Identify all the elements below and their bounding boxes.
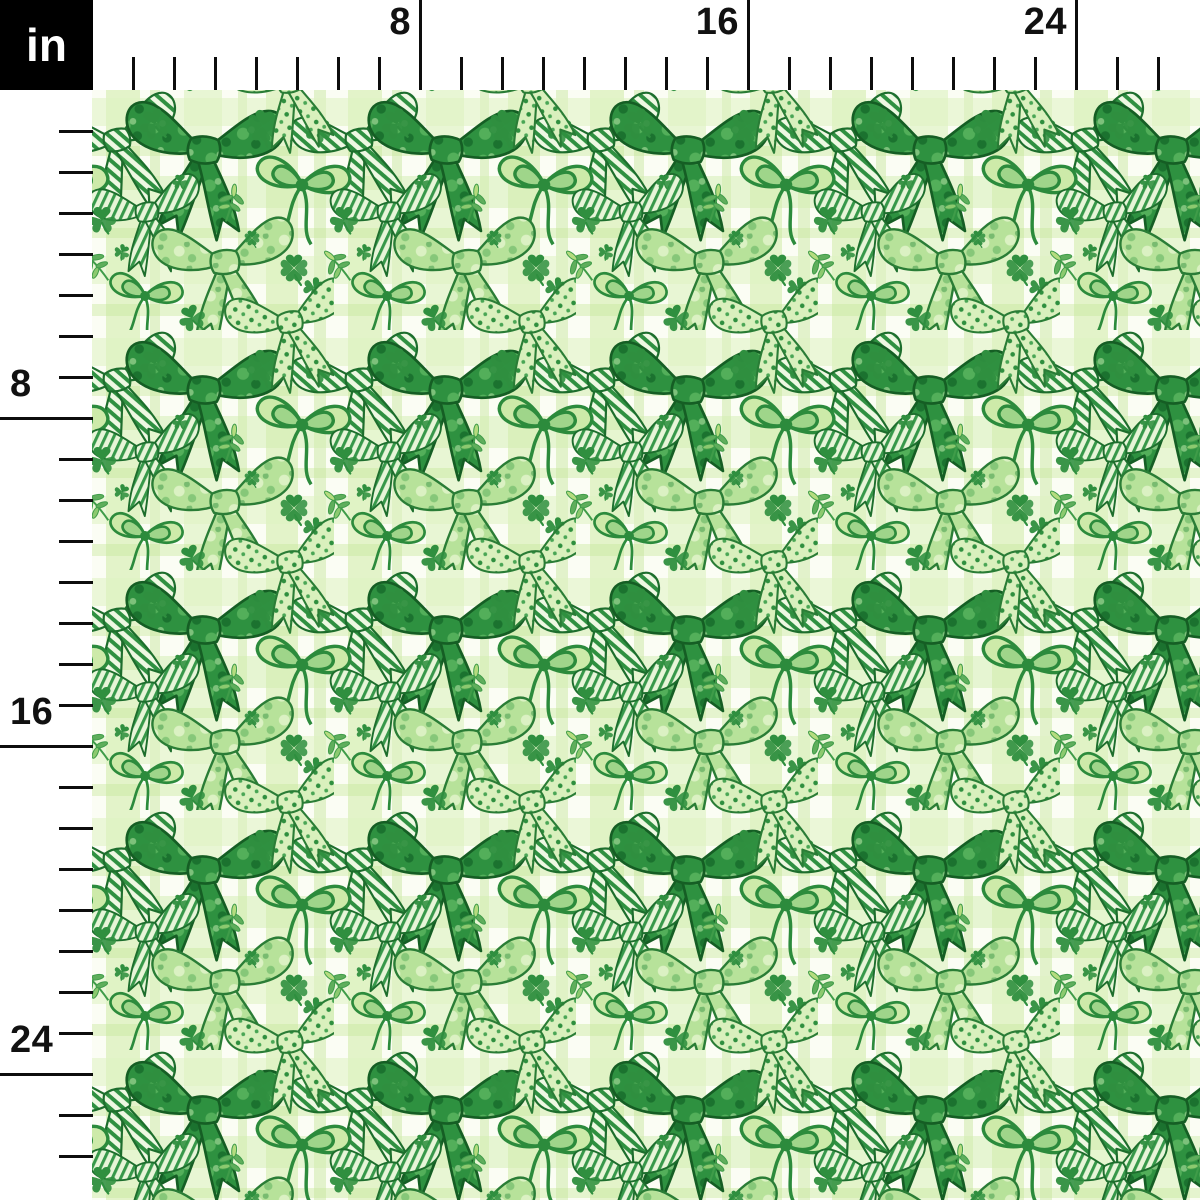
ruler-top-tick [910,57,914,90]
ruler-left: 8 16 24 [0,0,93,1200]
ruler-left-label: 8 [10,363,32,405]
fabric-pattern-fill [92,90,1200,1200]
ruler-left-tick [59,990,93,994]
ruler-top-tick [1033,57,1037,90]
ruler-top-tick [951,57,955,90]
ruler-top-tick [582,57,586,90]
ruler-left-tick [59,129,93,133]
ruler-left-tick [59,580,93,584]
ruler-top-tick [295,57,299,90]
ruler-left-tick [59,1113,93,1117]
ruler-top-tick [336,57,340,90]
ruler-top-tick [131,57,135,90]
ruler-top-major-tick [418,0,422,90]
ruler-left-tick [59,211,93,215]
ruler-left-major-tick [0,1072,93,1076]
ruler-top-tick [828,57,832,90]
ruler-left-tick [59,457,93,461]
ruler-top-tick [1156,57,1160,90]
ruler-left-tick [59,1154,93,1158]
ruler-top-tick [705,57,709,90]
ruler-top-tick [213,57,217,90]
ruler-top-tick [377,57,381,90]
ruler-left-tick [59,375,93,379]
ruler-left-tick [59,826,93,830]
ruler-left-tick [59,498,93,502]
ruler-left-tick [59,908,93,912]
ruler-left-tick [59,662,93,666]
ruler-left-tick [59,785,93,789]
ruler-left-major-tick [0,744,93,748]
ruler-left-tick [59,867,93,871]
ruler-left-tick [59,252,93,256]
ruler-top-label: 24 [1023,1,1067,43]
ruler-left-tick [59,334,93,338]
fabric-swatch [92,90,1200,1200]
ruler-top-tick [500,57,504,90]
ruler-left-label: 24 [10,1019,54,1061]
ruler-top-tick [541,57,545,90]
ruler-left-tick [59,539,93,543]
ruler-top: 8 16 24 [0,0,1200,90]
ruler-top-label: 16 [695,1,739,43]
unit-box: in [0,0,93,90]
ruler-top-tick [459,57,463,90]
ruler-top-tick [787,57,791,90]
ruler-top-tick [254,57,258,90]
ruler-top-tick [992,57,996,90]
ruler-top-tick [664,57,668,90]
ruler-top-tick [172,57,176,90]
ruler-left-tick [59,949,93,953]
ruler-left-label: 16 [10,691,54,733]
ruler-top-tick [869,57,873,90]
ruler-left-tick [59,293,93,297]
ruler-left-tick [59,621,93,625]
ruler-top-label: 8 [389,1,411,43]
ruler-left-tick [59,703,93,707]
ruler-top-major-tick [1074,0,1078,90]
unit-label: in [26,19,67,71]
ruler-top-tick [1115,57,1119,90]
ruler-top-tick [623,57,627,90]
ruler-left-major-tick [0,416,93,420]
ruler-top-major-tick [746,0,750,90]
ruler-left-tick [59,1031,93,1035]
ruler-left-tick [59,170,93,174]
